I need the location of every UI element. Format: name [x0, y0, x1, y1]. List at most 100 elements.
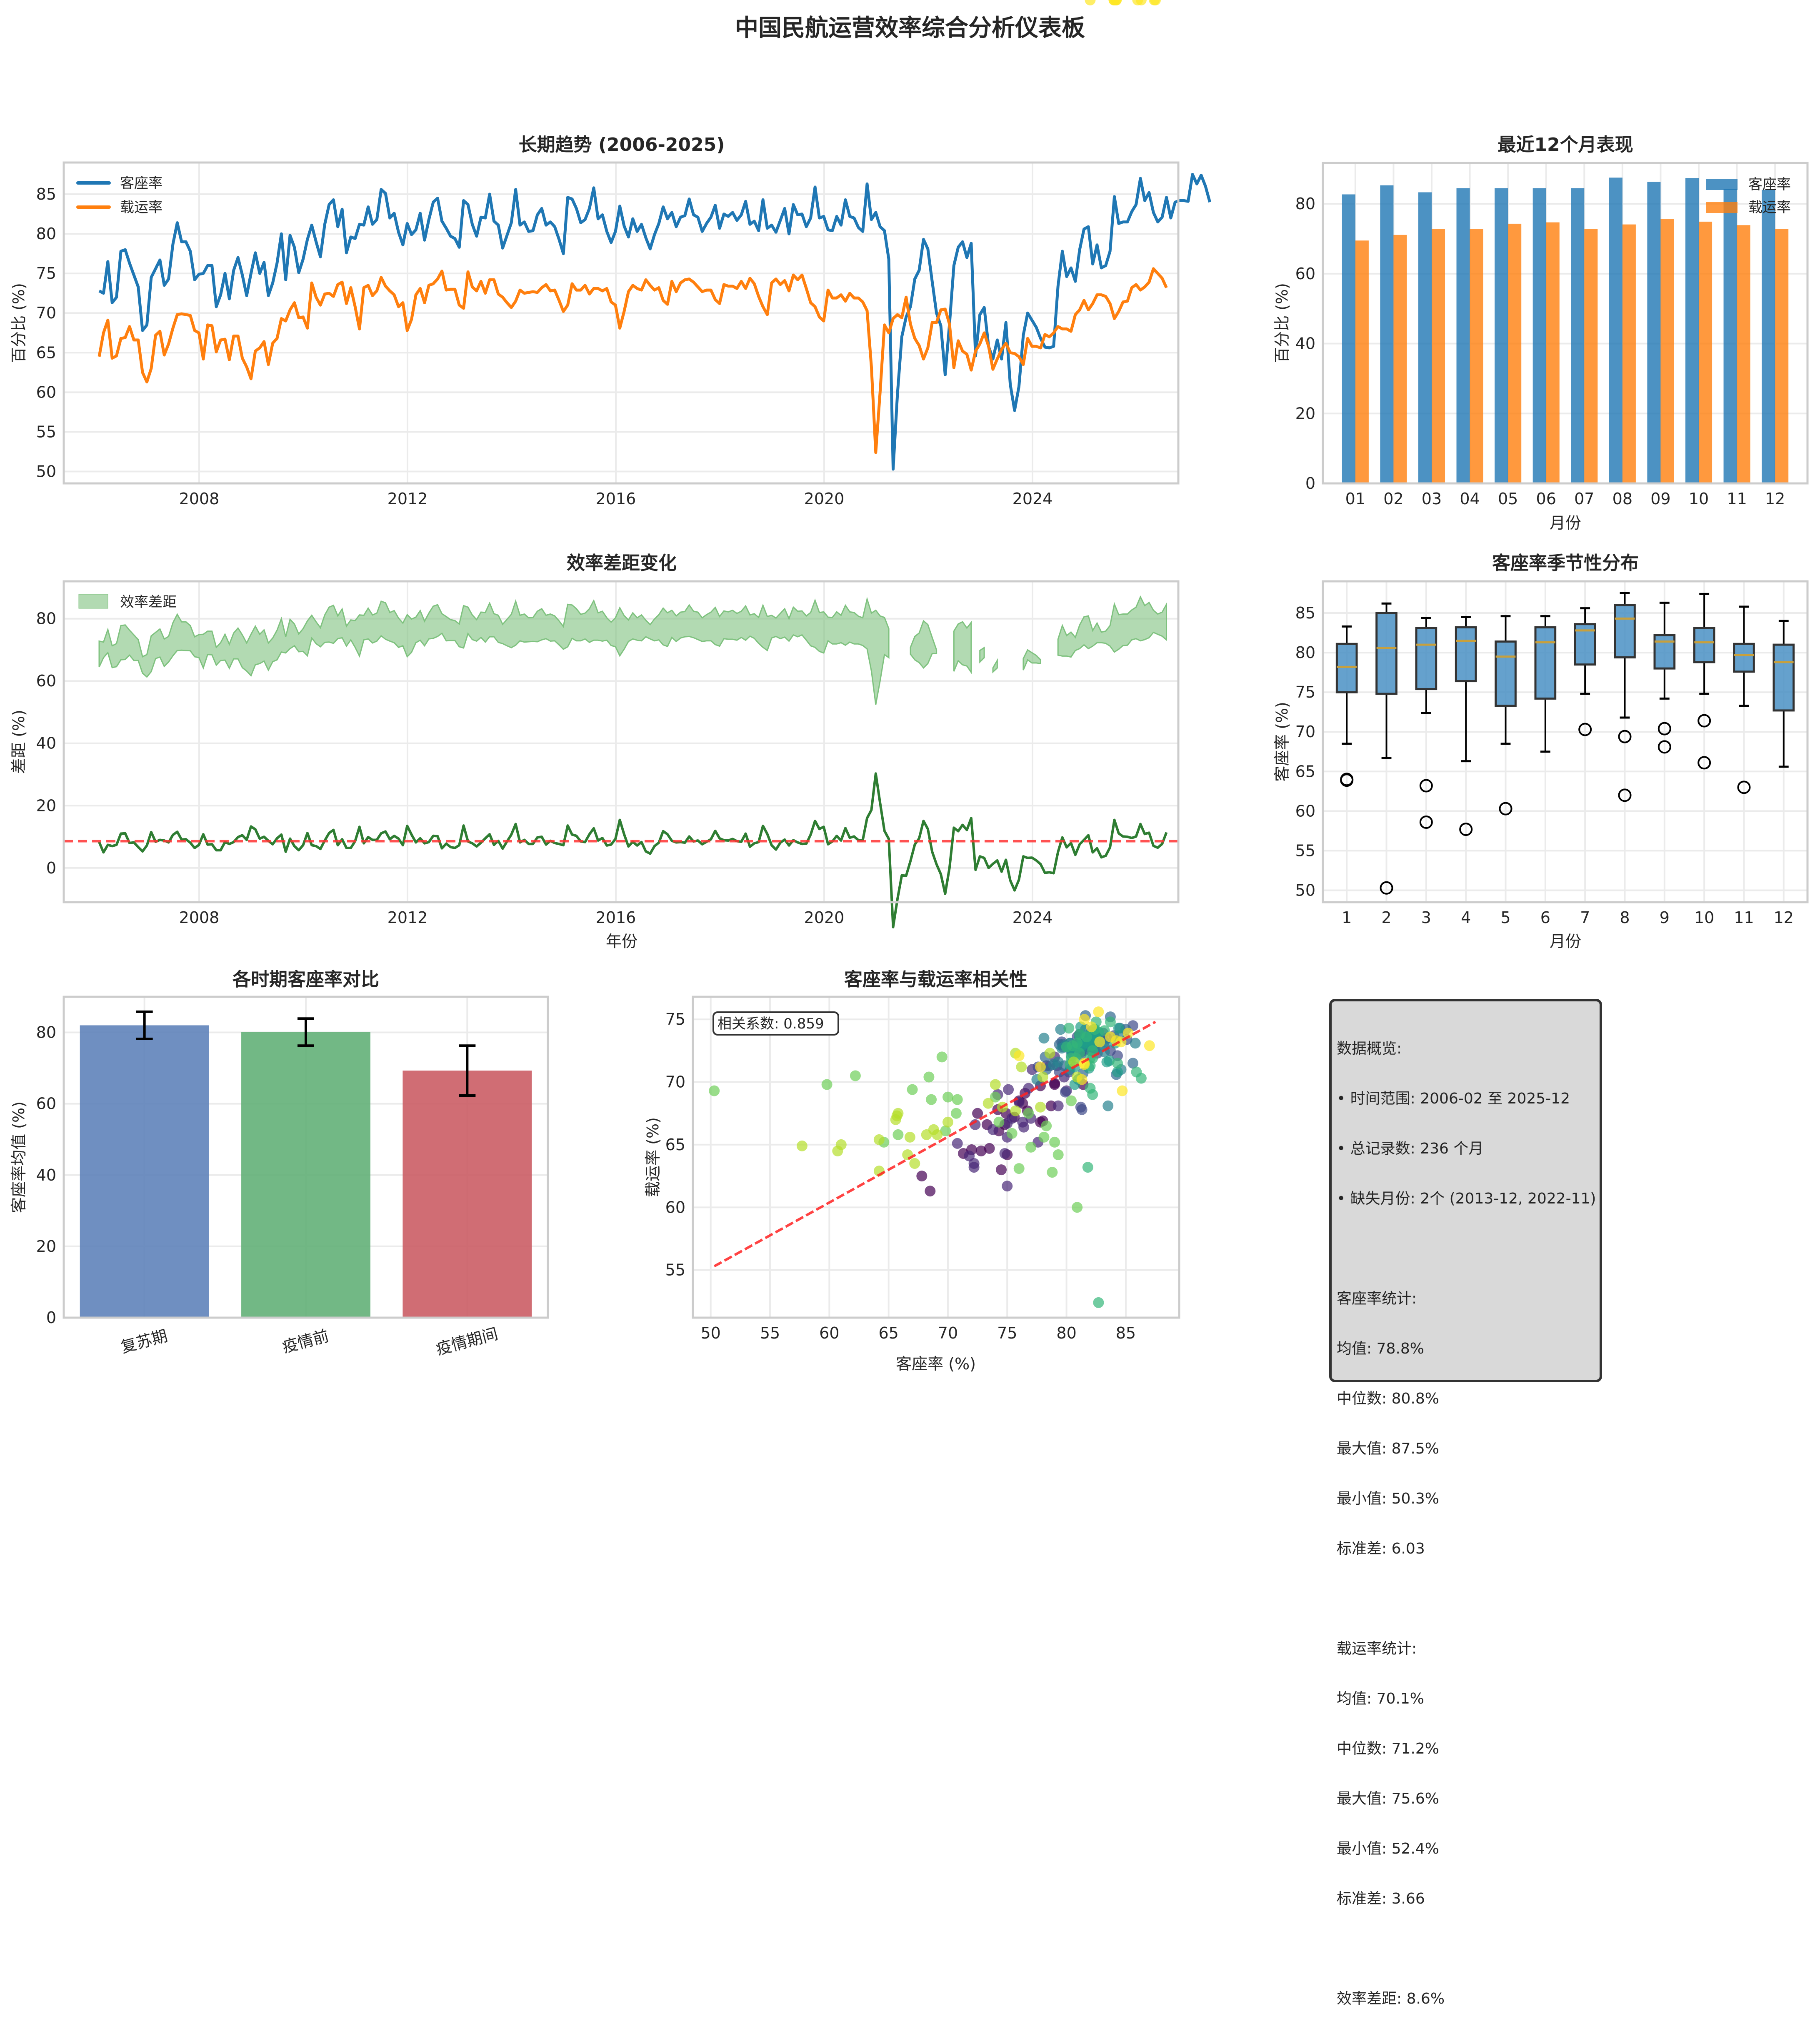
y-tick-label: 75 [1295, 683, 1315, 701]
scatter-point [1093, 1297, 1104, 1308]
scatter-point [1076, 1104, 1088, 1115]
summary-line: 载运率统计: [1337, 1640, 1417, 1657]
outlier-point [1618, 788, 1632, 802]
gap-chart: 0 20 40 60 80 2008 2012 2016 2020 2024 [36, 580, 1180, 928]
y-tick-label: 20 [36, 1237, 56, 1256]
load-factor-bar [1762, 190, 1775, 483]
scatter-point [1149, 0, 1160, 5]
scatter-point [1035, 1101, 1046, 1113]
summary-line: • 时间范围: 2006-02 至 2025-12 [1337, 1090, 1570, 1107]
x-tick-label: 8 [1620, 908, 1630, 927]
trend-title: 长期趋势 (2006-2025) [519, 134, 725, 155]
recent12-ylabel: 百分比 (%) [1273, 283, 1291, 363]
scatter-point [1037, 1071, 1048, 1083]
scatter-annotation: 相关系数: 0.859 [712, 1011, 839, 1036]
scatter-point [926, 1094, 937, 1105]
scatter-ylabel: 载运率 (%) [644, 1117, 662, 1197]
load-factor-bar [1380, 185, 1394, 483]
load-factor-bar [1456, 188, 1470, 483]
period-bar [241, 1032, 370, 1318]
gap-legend: 效率差距 [78, 594, 177, 610]
scatter-point [990, 1091, 1001, 1103]
scatter-point [942, 1116, 953, 1128]
outlier-point [1737, 781, 1751, 794]
x-tick-label: 03 [1422, 490, 1442, 508]
cargo-rate-bar [1431, 229, 1445, 483]
gap-fill-area [979, 646, 985, 664]
outlier-point [1340, 773, 1354, 786]
scatter-point [1003, 1084, 1014, 1095]
scatter-point [1038, 1033, 1050, 1044]
y-tick-label: 80 [36, 225, 56, 243]
outlier-point [1658, 722, 1671, 736]
outlier-point [1658, 740, 1671, 754]
summary-line: 效率差距: 8.6% [1337, 1990, 1445, 2007]
scatter-point [1108, 0, 1120, 5]
summary-line: 最大值: 75.6% [1337, 1790, 1439, 1807]
scatter-point [1063, 1023, 1075, 1034]
scatter-point [1055, 1024, 1066, 1035]
load-factor-bar [1723, 189, 1737, 483]
scatter-point [1006, 1128, 1018, 1139]
scatter-point [850, 1070, 861, 1081]
x-tick-label: 11 [1727, 490, 1747, 508]
x-tick-label: 2020 [804, 908, 845, 927]
y-tick-label: 40 [36, 734, 56, 753]
summary-line: 中位数: 71.2% [1337, 1740, 1439, 1757]
x-tick-label: 50 [701, 1324, 721, 1342]
seasonal-ylabel: 客座率 (%) [1273, 702, 1291, 782]
correlation-box [712, 1011, 839, 1036]
cargo-rate-bar [1355, 240, 1369, 483]
scatter-point [892, 1129, 904, 1140]
scatter-point [1144, 1040, 1155, 1051]
x-tick-label: 5 [1500, 908, 1510, 927]
scatter-point [1093, 1006, 1104, 1018]
scatter-point [1060, 1086, 1071, 1098]
scatter-point [916, 1171, 928, 1182]
seasonal-title: 客座率季节性分布 [1492, 553, 1639, 574]
recent12-legend: 客座率 载运率 [1706, 176, 1791, 216]
x-tick-label: 02 [1383, 490, 1403, 508]
scatter-point [1066, 1095, 1077, 1106]
y-tick-label: 0 [1305, 474, 1315, 493]
outlier-point [1380, 881, 1393, 895]
scatter-point [1117, 1085, 1128, 1096]
y-tick-label: 70 [36, 304, 56, 322]
scatter-point [999, 1148, 1010, 1159]
scatter-point [988, 1124, 999, 1135]
legend-swatch-gap [78, 594, 108, 609]
load-factor-bar [1647, 182, 1661, 483]
y-tick-label: 70 [665, 1073, 685, 1091]
axes-frame [62, 996, 549, 1319]
seasonal-xlabel: 月份 [1550, 932, 1581, 951]
scatter-point [936, 1051, 948, 1063]
x-tick-label: 55 [760, 1324, 780, 1342]
scatter-point [1086, 1021, 1097, 1033]
scatter-point [1094, 1036, 1105, 1048]
legend-label-gap: 效率差距 [120, 594, 177, 610]
outlier-point [1578, 723, 1592, 736]
axes-frame [1322, 580, 1809, 903]
x-tick-label: 75 [997, 1324, 1017, 1342]
scatter-point [925, 1186, 936, 1197]
outlier-point [1419, 815, 1433, 829]
box [1733, 643, 1755, 673]
gap-fill-area [910, 620, 938, 669]
outlier-point [1698, 714, 1711, 728]
scatter-point [990, 1079, 1001, 1090]
cargo-rate-bar [1775, 229, 1789, 483]
y-tick-label: 40 [1295, 335, 1315, 353]
cargo-rate-bar [1660, 219, 1674, 483]
x-tick-label: 05 [1498, 490, 1518, 508]
x-tick-label: 复苏期 [119, 1326, 170, 1356]
scatter-point [1048, 1059, 1059, 1070]
box [1534, 626, 1557, 700]
cargo-rate-bar [1584, 229, 1598, 483]
scatter-point [832, 1146, 843, 1156]
outlier-point [1698, 756, 1711, 770]
x-tick-label: 2024 [1012, 908, 1053, 927]
x-tick-label: 06 [1536, 490, 1556, 508]
gap-fill-area [98, 596, 890, 705]
scatter-point [1052, 1100, 1064, 1111]
scatter-point [1041, 1120, 1052, 1131]
